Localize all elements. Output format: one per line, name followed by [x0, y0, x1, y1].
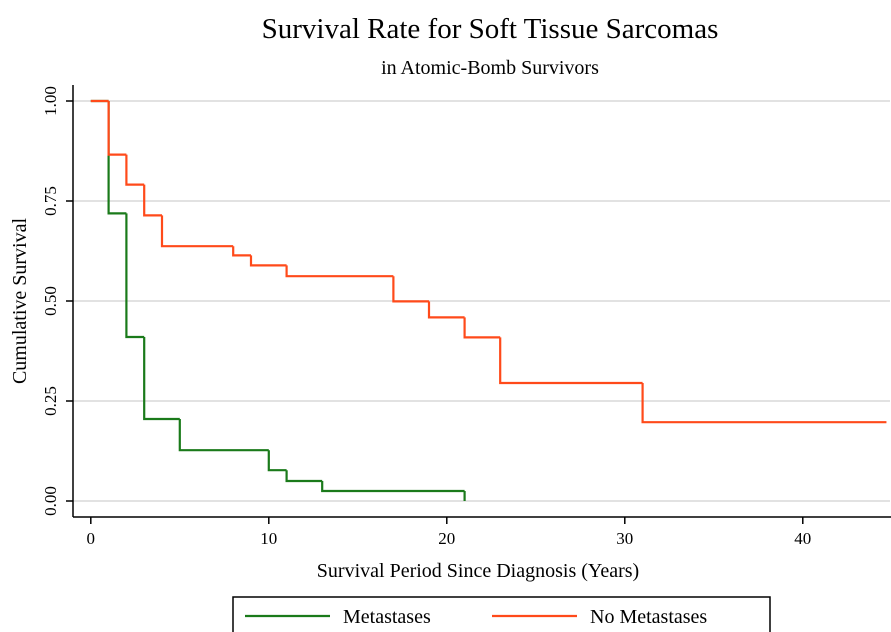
- y-tick-label: 0.00: [41, 486, 60, 516]
- survival-step: [321, 481, 465, 493]
- survival-step: [641, 383, 887, 424]
- legend-label: No Metastases: [590, 606, 707, 628]
- y-axis-label: Cumulative Survival: [9, 218, 31, 385]
- survival-step: [107, 101, 127, 156]
- survival-step: [143, 337, 180, 421]
- survival-step: [285, 265, 394, 278]
- x-axis-label: Survival Period Since Diagnosis (Years): [317, 560, 639, 582]
- survival-step: [232, 246, 251, 257]
- survival-step: [285, 470, 323, 483]
- y-tick-label: 0.75: [41, 186, 60, 216]
- x-tick-label: 30: [616, 529, 633, 548]
- survival-step: [160, 215, 234, 248]
- survival-step: [143, 184, 162, 217]
- survival-step: [427, 301, 465, 319]
- survival-step: [392, 276, 429, 303]
- survival-step: [463, 317, 501, 339]
- x-tick-label: 20: [438, 529, 455, 548]
- x-tick-label: 0: [87, 529, 96, 548]
- survival-step: [125, 213, 145, 339]
- y-tick-label: 1.00: [41, 86, 60, 116]
- survival-step: [125, 154, 145, 186]
- survival-step: [178, 419, 269, 452]
- survival-step: [267, 450, 287, 472]
- legend-label: Metastases: [343, 606, 431, 628]
- y-tick-label: 0.50: [41, 286, 60, 316]
- x-tick-label: 40: [794, 529, 811, 548]
- survival-step: [249, 255, 287, 267]
- x-tick-label: 10: [260, 529, 277, 548]
- chart-subtitle: in Atomic-Bomb Survivors: [381, 57, 599, 79]
- survival-step: [107, 101, 127, 215]
- chart-title: Survival Rate for Soft Tissue Sarcomas: [262, 13, 719, 45]
- survival-step: [499, 337, 643, 385]
- legend-box: [232, 596, 771, 632]
- y-tick-label: 0.25: [41, 386, 60, 416]
